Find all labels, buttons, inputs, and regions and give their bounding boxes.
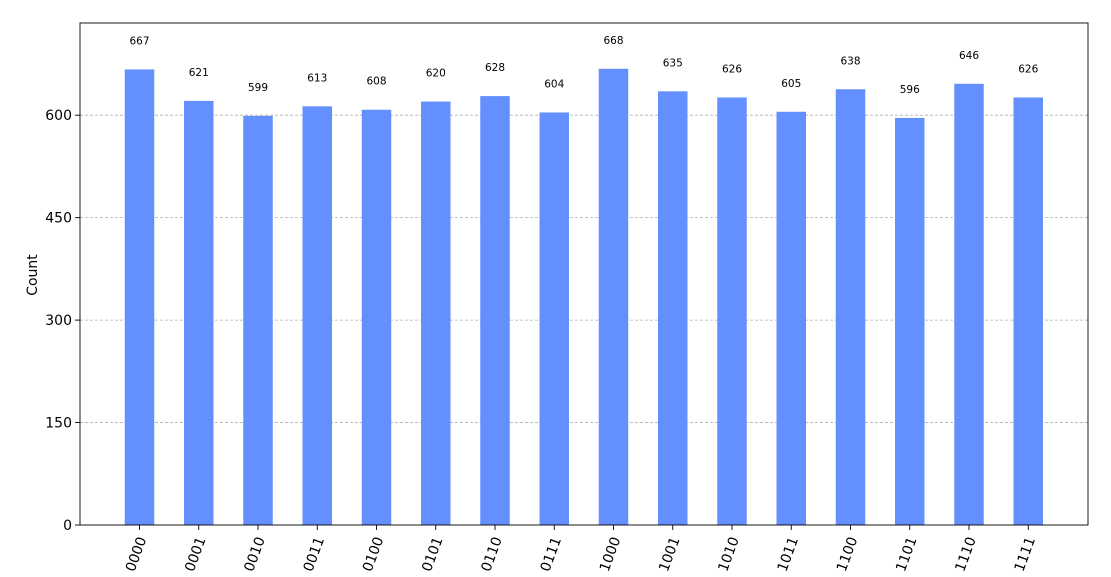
x-tick-label: 0100 xyxy=(360,535,387,574)
x-tick-label: 0110 xyxy=(479,535,506,574)
x-tick-label: 1011 xyxy=(775,535,802,574)
x-tick-label: 0111 xyxy=(538,535,565,574)
y-ticks: 0 150 300 450 600 xyxy=(45,108,80,534)
bar-0011 xyxy=(302,106,332,526)
data-label-0100: 608 xyxy=(366,76,386,88)
y-tick-label: 600 xyxy=(45,108,72,124)
data-label-0000: 667 xyxy=(129,35,149,47)
x-tick-label: 1000 xyxy=(597,535,624,574)
x-tick-label: 0101 xyxy=(419,535,446,574)
y-tick-label: 450 xyxy=(45,211,72,227)
bar-0010 xyxy=(243,115,273,525)
data-label-1110: 646 xyxy=(959,50,979,62)
data-label-0011: 613 xyxy=(307,72,327,84)
data-label-0111: 604 xyxy=(544,78,564,90)
y-tick-label: 150 xyxy=(45,416,72,432)
data-label-0010: 599 xyxy=(248,82,268,94)
plot-frame xyxy=(79,22,1089,526)
x-tick-label: 1001 xyxy=(656,535,683,574)
data-label-1011: 605 xyxy=(781,78,801,90)
bars xyxy=(124,68,1043,526)
bar-1100 xyxy=(835,89,866,526)
data-label-1111: 626 xyxy=(1018,63,1038,75)
x-tick-label: 0001 xyxy=(182,535,209,574)
bar-0000 xyxy=(124,69,155,525)
x-tick-label: 1110 xyxy=(953,535,980,574)
bar-0101 xyxy=(421,101,451,525)
y-axis-label: Count xyxy=(25,254,41,296)
bar-0100 xyxy=(361,109,392,525)
x-tick-label: 1100 xyxy=(834,535,861,574)
bar-1001 xyxy=(658,91,688,525)
bar-0110 xyxy=(480,96,510,526)
data-labels: 667 621 599 613 608 620 628 604 668 635 626 605 638 5… xyxy=(129,35,1038,96)
data-label-1001: 635 xyxy=(663,57,683,69)
bar-1000 xyxy=(598,68,629,525)
x-tick-label: 1101 xyxy=(893,535,920,574)
y-tick-label: 300 xyxy=(45,313,72,329)
x-tick-label: 1010 xyxy=(716,535,743,574)
data-label-0001: 621 xyxy=(189,67,209,79)
x-tick-label: 1111 xyxy=(1012,535,1039,574)
data-label-1101: 596 xyxy=(900,84,920,96)
data-label-0101: 620 xyxy=(426,68,446,80)
axes xyxy=(79,22,1089,526)
x-ticks: 0000 0001 0010 0011 0100 0101 0110 0111 1000 1001… xyxy=(123,525,1039,574)
data-label-0110: 628 xyxy=(485,62,505,74)
bar-1010 xyxy=(717,97,747,525)
data-label-1100: 638 xyxy=(840,55,860,67)
bar-1110 xyxy=(954,83,984,526)
bar-0001 xyxy=(184,100,214,526)
x-tick-label: 0010 xyxy=(242,535,269,574)
x-tick-label: 0011 xyxy=(301,535,328,574)
data-label-1000: 668 xyxy=(603,35,623,47)
bar-1101 xyxy=(895,117,925,525)
bar-1011 xyxy=(776,111,806,525)
grid-lines xyxy=(80,114,1088,423)
data-label-1010: 626 xyxy=(722,63,742,75)
bar-1111 xyxy=(1013,97,1043,525)
bar-0111 xyxy=(539,112,569,525)
y-tick-label: 0 xyxy=(63,518,72,534)
x-tick-label: 0000 xyxy=(123,535,150,574)
